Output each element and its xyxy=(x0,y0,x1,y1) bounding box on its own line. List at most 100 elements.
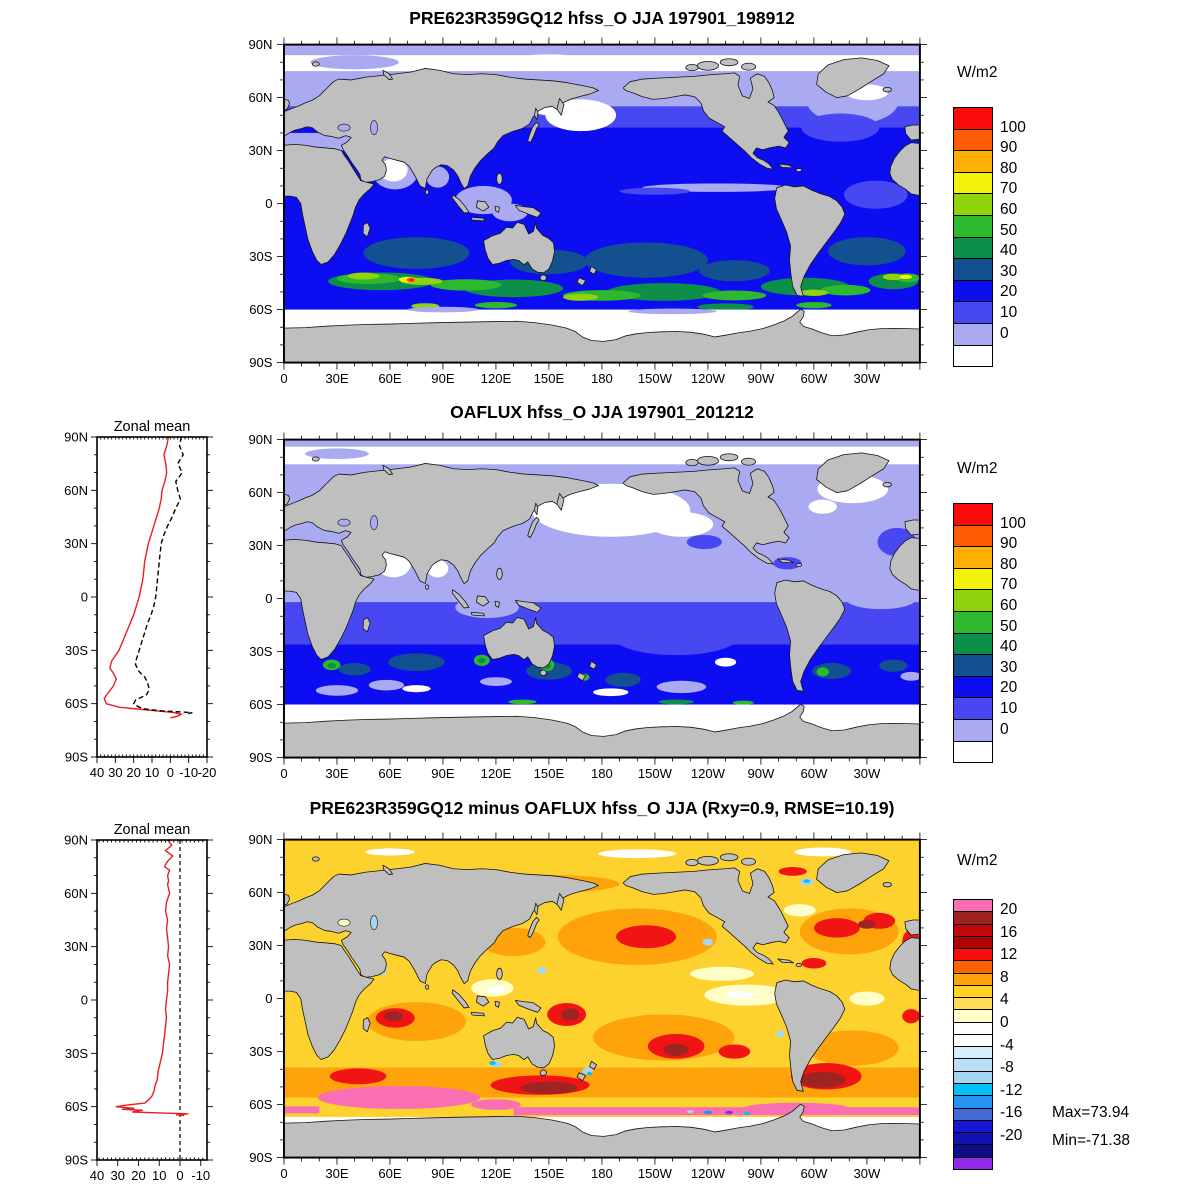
colorbar-cell xyxy=(954,1071,992,1084)
colorbar-tick-label: 80 xyxy=(1000,159,1018,177)
colorbar-cell xyxy=(954,1022,992,1035)
colorbar-cell xyxy=(954,949,992,962)
zonal-axis-ticks xyxy=(91,436,213,763)
colorbar-tick-label: 80 xyxy=(1000,555,1018,573)
colorbar-tick-label: 10 xyxy=(1000,700,1018,717)
lat-tick-label: 0 xyxy=(265,592,272,607)
lon-tick-label: 150W xyxy=(638,1166,673,1181)
colorbar-cell xyxy=(954,985,992,999)
zonal-lat-tick-label: 0 xyxy=(81,590,88,605)
colorbar-model-units: W/m2 xyxy=(957,64,998,81)
lat-tick-label: 30N xyxy=(249,539,273,554)
zonal-lat-tick-label: 30N xyxy=(64,939,88,954)
lat-tick-label: 60S xyxy=(249,303,273,318)
colorbar-cell xyxy=(954,568,992,591)
colorbar-cell xyxy=(954,215,992,238)
map-diff-field xyxy=(284,839,920,1158)
lat-tick-label: 60N xyxy=(249,886,273,901)
lat-tick-label: 60N xyxy=(249,486,273,501)
inland-seas xyxy=(337,515,378,531)
inland-seas xyxy=(337,120,378,136)
map-axis-labels: 0 30E 60E 90E 120E 150E 180 150W 120W 90W 60W 30W 90… xyxy=(249,38,881,387)
colorbar-cell xyxy=(954,280,992,303)
lon-tick-label: 0 xyxy=(280,371,287,386)
zonal-mean-title: Zonal mean xyxy=(114,822,191,838)
colorbar-tick-label: 10 xyxy=(1000,304,1018,321)
lon-tick-label: 150E xyxy=(534,371,565,386)
zonal-lat-tick-label: 60N xyxy=(64,886,88,901)
zonal-x-tick-label: -20 xyxy=(198,765,217,780)
lon-tick-label: 60E xyxy=(378,1166,402,1181)
colorbar-cell xyxy=(954,676,992,699)
lon-tick-label: 90W xyxy=(748,371,776,386)
lon-tick-label: 120E xyxy=(481,371,512,386)
colorbar-cell xyxy=(954,698,992,720)
lon-tick-label: 60W xyxy=(801,1166,829,1181)
colorbar-tick-label: 60 xyxy=(1000,201,1018,218)
lat-tick-label: 60N xyxy=(249,91,273,106)
colorbar-tick-label: -16 xyxy=(1000,1104,1023,1122)
zonal-x-tick-label: 10 xyxy=(152,1168,166,1183)
zonal-plot-frame xyxy=(96,436,208,758)
colorbar-cell xyxy=(954,1034,992,1048)
zonal-x-tick-label: -10 xyxy=(179,765,198,780)
colorbar-cell xyxy=(954,1010,992,1023)
lat-tick-label: 90N xyxy=(249,433,273,448)
lat-tick-label: 30N xyxy=(249,144,273,159)
lon-tick-label: 30W xyxy=(854,371,882,386)
colorbar-cell xyxy=(954,1059,992,1072)
zonal-series-red_solid xyxy=(103,436,184,719)
colorbar-tick-label: 70 xyxy=(1000,576,1018,594)
colorbar-cell xyxy=(954,633,992,656)
colorbar-tick-label: 100 xyxy=(1000,118,1026,136)
lon-tick-label: 120W xyxy=(691,371,726,386)
colorbar-cell xyxy=(954,961,992,974)
colorbar-cell xyxy=(954,194,992,216)
colorbar-cell xyxy=(954,129,992,152)
colorbar-tick-label: 16 xyxy=(1000,923,1018,941)
colorbar-cell xyxy=(954,1047,992,1060)
stat-min: Min=-71.38 xyxy=(1052,1132,1130,1149)
zonal-lat-tick-label: 90S xyxy=(65,1153,88,1168)
colorbar-cell xyxy=(954,590,992,612)
colorbar-cell xyxy=(954,741,992,763)
colorbar-tick-label: 90 xyxy=(1000,139,1018,157)
lon-tick-label: 90W xyxy=(748,766,776,781)
lat-tick-label: 30S xyxy=(249,250,273,265)
zonal-lat-tick-label: 60S xyxy=(65,1099,88,1114)
colorbar-tick-label: 40 xyxy=(1000,638,1018,656)
lon-tick-label: 150E xyxy=(534,1166,565,1181)
zonal-lat-tick-label: 30S xyxy=(65,643,88,658)
lat-tick-label: 30S xyxy=(249,645,273,660)
lon-tick-label: 90E xyxy=(431,766,455,781)
colorbar-cell xyxy=(954,1108,992,1121)
colorbar-tick-label: 0 xyxy=(1000,324,1009,342)
map-axis-labels: 0 30E 60E 90E 120E 150E 180 150W 120W 90W 60W 30W 90… xyxy=(249,833,881,1182)
zonal-series-red_solid xyxy=(115,839,189,1117)
colorbar-tick-label: 100 xyxy=(1000,514,1026,532)
lat-tick-label: 0 xyxy=(265,197,272,212)
lon-tick-label: 90W xyxy=(748,1166,776,1181)
colorbar-cell xyxy=(954,973,992,986)
colorbar-cell xyxy=(954,1157,992,1169)
zonal-x-tick-label: 30 xyxy=(111,1168,125,1183)
colorbar-cell xyxy=(954,936,992,950)
colorbar-cell xyxy=(954,547,992,569)
stat-max: Max=73.94 xyxy=(1052,1104,1130,1121)
lat-tick-label: 90S xyxy=(249,1151,273,1166)
zonal-x-tick-label: -10 xyxy=(191,1168,210,1183)
colorbar-obs-units: W/m2 xyxy=(957,460,998,477)
colorbar-tick-label: -4 xyxy=(1000,1036,1014,1054)
colorbar-tick-label: 4 xyxy=(1000,991,1009,1009)
lon-tick-label: 120W xyxy=(691,1166,726,1181)
map-axis-labels: 0 30E 60E 90E 120E 150E 180 150W 120W 90W 60W 30W 90… xyxy=(249,433,881,782)
colorbar-tick-label: -8 xyxy=(1000,1059,1014,1077)
colorbar-cell xyxy=(954,1096,992,1109)
colorbar-tick-label: 50 xyxy=(1000,617,1018,635)
lon-tick-label: 0 xyxy=(280,766,287,781)
lat-tick-label: 90N xyxy=(249,38,273,53)
colorbar-tick-label: 12 xyxy=(1000,946,1018,964)
colorbar-tick-label: 0 xyxy=(1000,720,1009,738)
